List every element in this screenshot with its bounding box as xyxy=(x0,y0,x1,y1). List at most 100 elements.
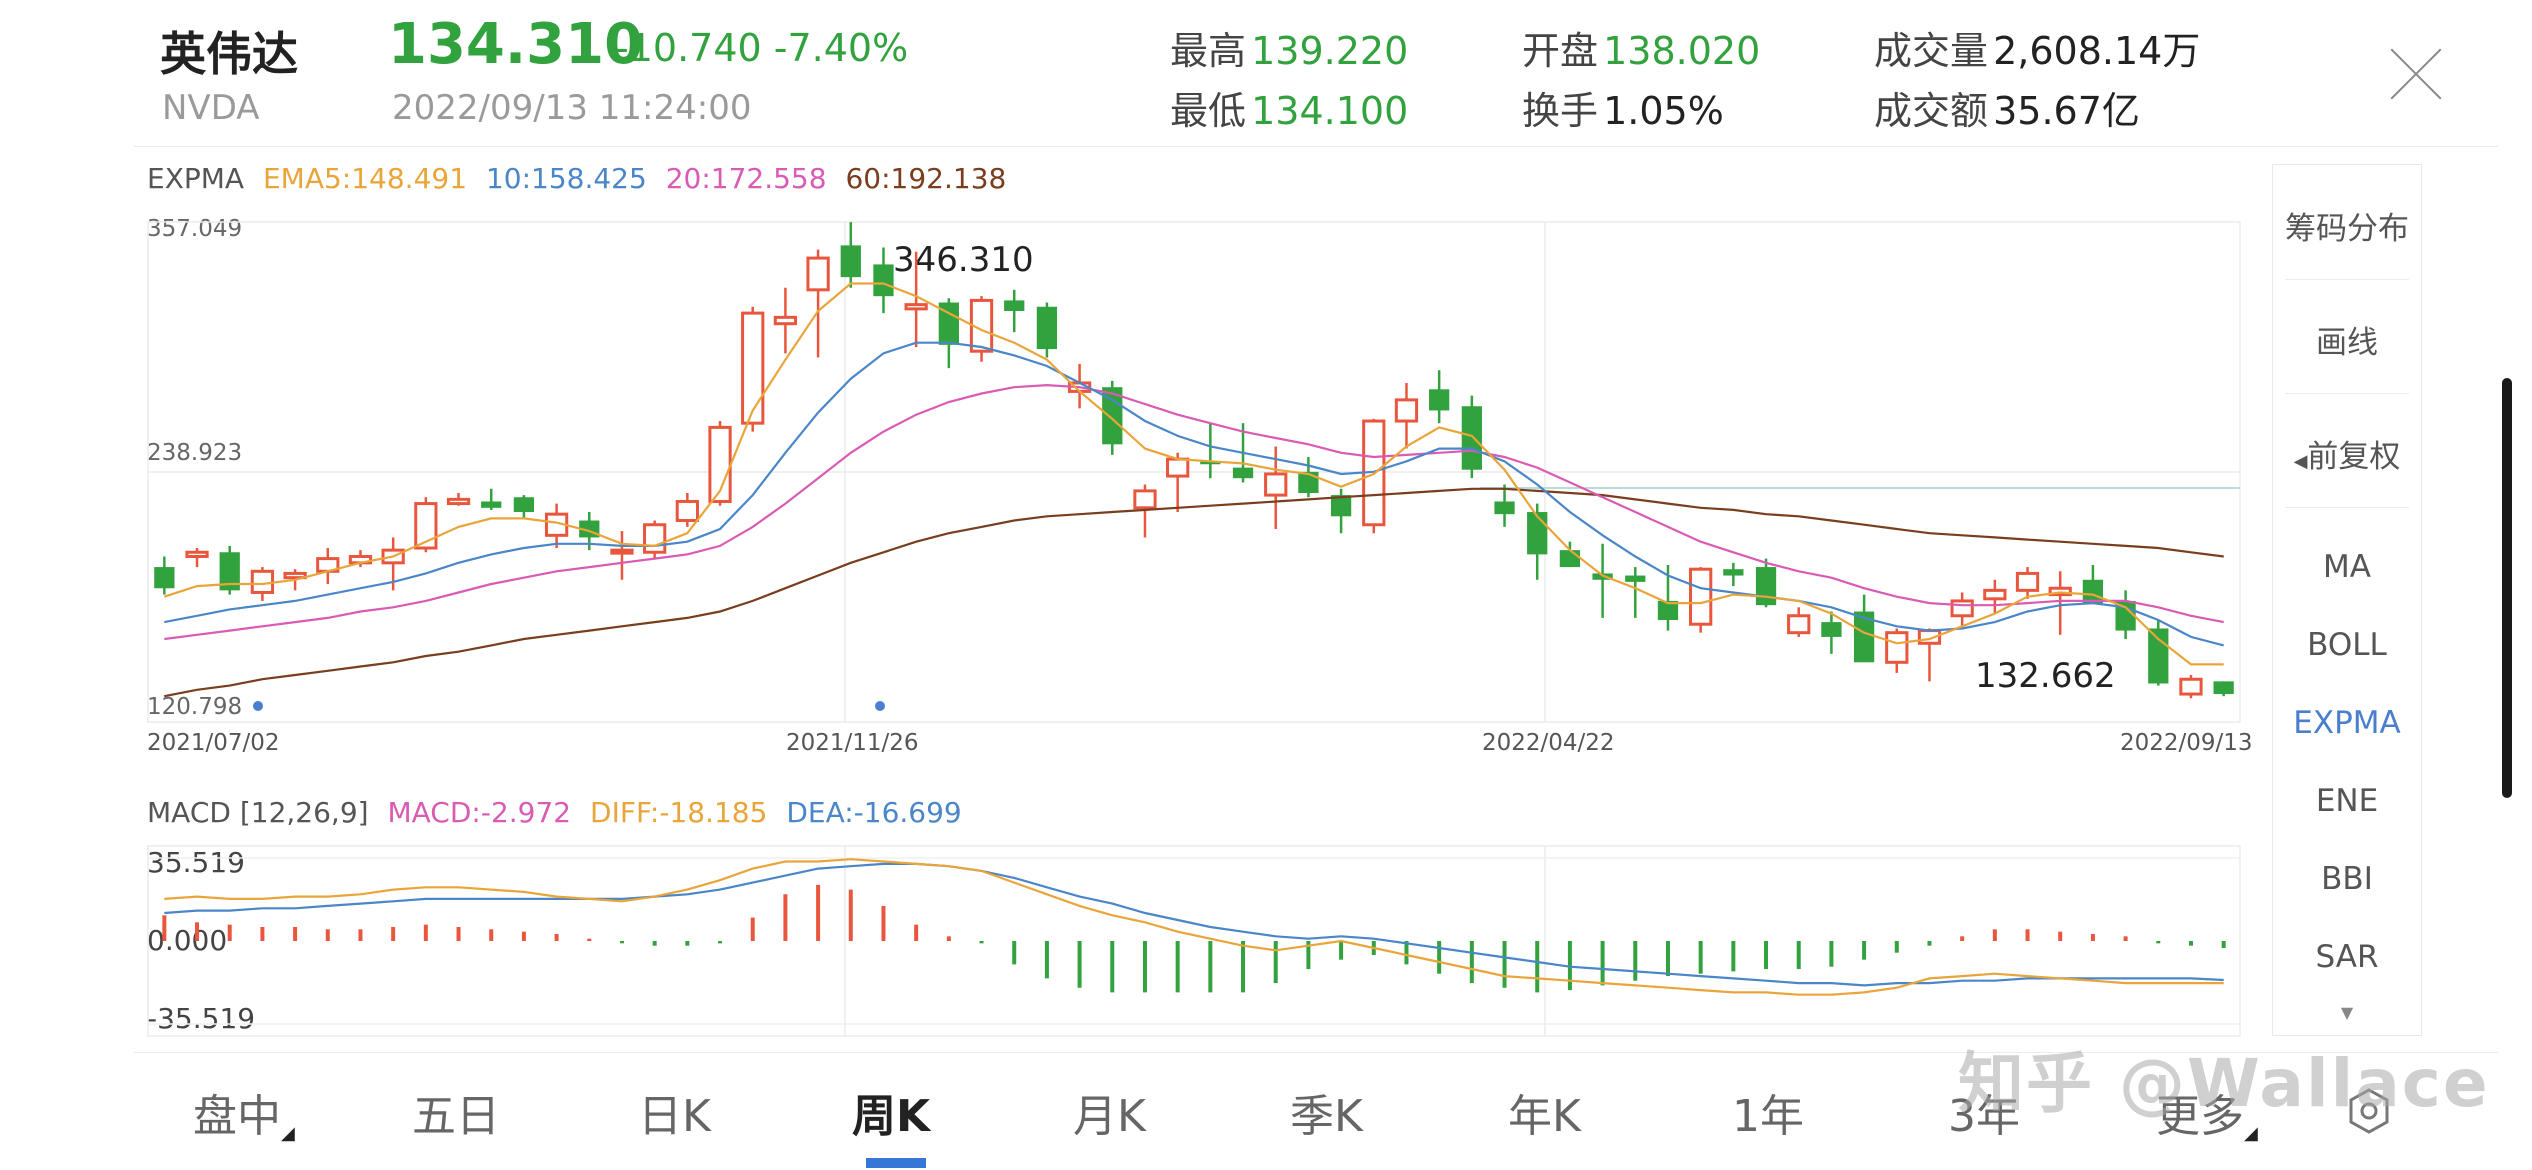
scrollbar[interactable] xyxy=(2502,378,2512,798)
stat-label: 成交量 xyxy=(1874,29,1989,73)
indicator-ma[interactable]: MA xyxy=(2323,549,2371,585)
macd-y-zero: 0.000 xyxy=(147,924,228,957)
current-price: 134.310 xyxy=(388,12,644,77)
tab-weekly-k[interactable]: 周K xyxy=(852,1091,931,1142)
adjust-label: 前复权 xyxy=(2307,439,2401,475)
candle-body xyxy=(1264,472,1288,497)
stat-label: 成交额 xyxy=(1874,89,1989,133)
tab-yearly-k[interactable]: 年K xyxy=(1508,1091,1581,1142)
low-price-label: 132.662 xyxy=(1975,656,2116,696)
stat-label: 开盘 xyxy=(1522,29,1599,73)
tab-intraday[interactable]: 盘中◢ xyxy=(193,1080,295,1144)
date-label: 2021/11/26 xyxy=(786,730,919,756)
stat-value: 139.220 xyxy=(1251,29,1409,73)
candle-body xyxy=(1853,611,1875,663)
event-dot xyxy=(875,701,885,711)
ema60-value: 60:192.138 xyxy=(845,162,1007,195)
stat-value: 35.67亿 xyxy=(1993,89,2140,133)
candle-body xyxy=(643,523,667,554)
indicator-panel: 筹码分布 画线 ◀前复权 MA BOLL EXPMA ENE BBI SAR ▼ xyxy=(2272,164,2422,1036)
indicator-bbi[interactable]: BBI xyxy=(2321,861,2373,897)
candle-body xyxy=(1657,600,1679,620)
candle-body xyxy=(1232,467,1254,479)
date-label: 2021/07/02 xyxy=(147,730,280,756)
macd-y-max: 35.519 xyxy=(147,846,245,879)
stat-label: 最高 xyxy=(1170,29,1247,73)
candle-body xyxy=(2148,628,2169,684)
candle-body xyxy=(773,315,798,326)
stock-code: NVDA xyxy=(162,88,260,128)
candle-body xyxy=(1755,567,1777,606)
caret-left-icon: ◀ xyxy=(2293,451,2308,472)
tab-more[interactable]: 更多◢ xyxy=(2156,1080,2258,1144)
indicator-ene[interactable]: ENE xyxy=(2315,783,2379,819)
candle-body xyxy=(1461,406,1482,470)
tab-5day[interactable]: 五日 xyxy=(412,1091,500,1142)
stock-name: 英伟达 xyxy=(160,27,298,81)
macd-histogram xyxy=(162,884,2226,993)
chart-grid xyxy=(147,221,2241,1037)
stat-open: 开盘 138.020 xyxy=(1522,20,1760,75)
macd-title: MACD xyxy=(147,796,231,829)
candle-body xyxy=(154,567,175,589)
candle-body xyxy=(1429,389,1450,411)
tabs-divider xyxy=(134,1052,2498,1053)
candle-body xyxy=(1102,387,1123,445)
candle-body xyxy=(2179,677,2203,696)
tab-label: 更多 xyxy=(2156,1091,2244,1142)
dea-line xyxy=(164,862,2224,987)
tab-monthly-k[interactable]: 月K xyxy=(1073,1091,1146,1142)
candle-body xyxy=(414,502,438,550)
candle-body xyxy=(2213,681,2234,695)
stat-amount: 成交额 35.67亿 xyxy=(1874,80,2140,135)
candle-body xyxy=(513,497,535,513)
macd-y-min: -35.519 xyxy=(147,1002,256,1035)
settings-icon[interactable] xyxy=(2344,1086,2394,1136)
indicator-expma[interactable]: EXPMA xyxy=(2293,705,2401,741)
macd-lines xyxy=(164,858,2224,996)
chip-distribution-button[interactable]: 筹码分布 xyxy=(2285,211,2409,247)
candle-body xyxy=(1494,501,1515,515)
date-label: 2022/04/22 xyxy=(1482,730,1615,756)
ema60-line xyxy=(164,487,2224,698)
ema20-line xyxy=(164,383,2224,641)
ema-lines xyxy=(163,282,2224,698)
stat-turnover: 换手 1.05% xyxy=(1522,80,1724,135)
ema20-value: 20:172.558 xyxy=(665,162,827,195)
chevron-down-icon[interactable]: ▼ xyxy=(2340,1003,2354,1022)
candle-body xyxy=(1787,614,1811,635)
stat-volume: 成交量 2,608.14万 xyxy=(1874,20,2200,75)
stat-low: 最低 134.100 xyxy=(1170,80,1408,135)
corner-arrow-icon: ◢ xyxy=(281,1123,295,1144)
candle-body xyxy=(185,550,209,558)
stat-value: 1.05% xyxy=(1603,89,1724,133)
tab-quarterly-k[interactable]: 季K xyxy=(1290,1091,1363,1142)
tab-3year[interactable]: 3年 xyxy=(1948,1091,2020,1142)
candle-body xyxy=(1821,622,1842,637)
candle-body xyxy=(446,497,471,506)
candle-body xyxy=(938,302,959,345)
ema10-value: 10:158.425 xyxy=(485,162,647,195)
tab-daily-k[interactable]: 日K xyxy=(638,1091,711,1142)
candle-body xyxy=(1036,306,1058,350)
indicator-name: EXPMA xyxy=(147,162,245,195)
tab-label: 盘中 xyxy=(193,1091,281,1142)
candle-body xyxy=(2015,571,2040,592)
draw-line-button[interactable]: 画线 xyxy=(2316,325,2378,361)
indicator-boll[interactable]: BOLL xyxy=(2307,627,2387,663)
candle-body xyxy=(1625,575,1646,582)
candle-body xyxy=(250,569,275,594)
event-dot xyxy=(253,701,263,711)
change-value: -10.740 xyxy=(615,26,762,70)
indicator-sar[interactable]: SAR xyxy=(2315,939,2379,975)
candle-body xyxy=(1133,489,1157,510)
candle-body xyxy=(840,245,861,278)
diff-line xyxy=(164,858,2224,996)
adjust-dropdown[interactable]: ◀前复权 xyxy=(2273,431,2421,476)
tab-1year[interactable]: 1年 xyxy=(1732,1091,1804,1142)
candle-body xyxy=(283,571,307,580)
diff-value: DIFF:-18.185 xyxy=(590,796,768,829)
dea-value: DEA:-16.699 xyxy=(786,796,962,829)
ema-legend: EXPMA EMA5:148.491 10:158.425 20:172.558… xyxy=(147,162,1006,195)
